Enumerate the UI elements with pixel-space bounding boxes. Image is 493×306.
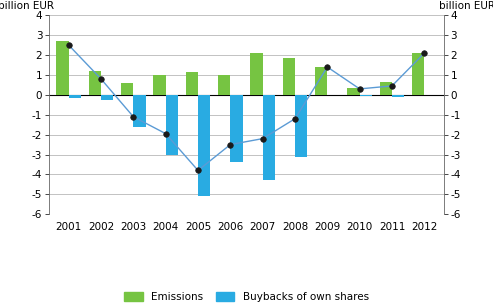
Text: billion EUR: billion EUR [0, 1, 54, 11]
Bar [186, 72, 198, 95]
Bar [218, 75, 230, 95]
Bar [295, 95, 307, 157]
Bar [89, 71, 101, 95]
Bar [360, 95, 372, 96]
Bar [380, 82, 392, 95]
Bar [166, 95, 178, 155]
Bar [69, 95, 81, 98]
Bar [412, 53, 424, 95]
Bar [56, 41, 69, 95]
Bar [250, 53, 263, 95]
Bar [348, 88, 360, 95]
Bar [263, 95, 275, 180]
Bar [392, 95, 404, 97]
Text: billion EUR: billion EUR [439, 1, 493, 11]
Bar [198, 95, 211, 196]
Bar [282, 58, 295, 95]
Bar [121, 83, 133, 95]
Bar [133, 95, 145, 127]
Bar [101, 95, 113, 100]
Bar [230, 95, 243, 162]
Bar [153, 75, 166, 95]
Bar [315, 67, 327, 95]
